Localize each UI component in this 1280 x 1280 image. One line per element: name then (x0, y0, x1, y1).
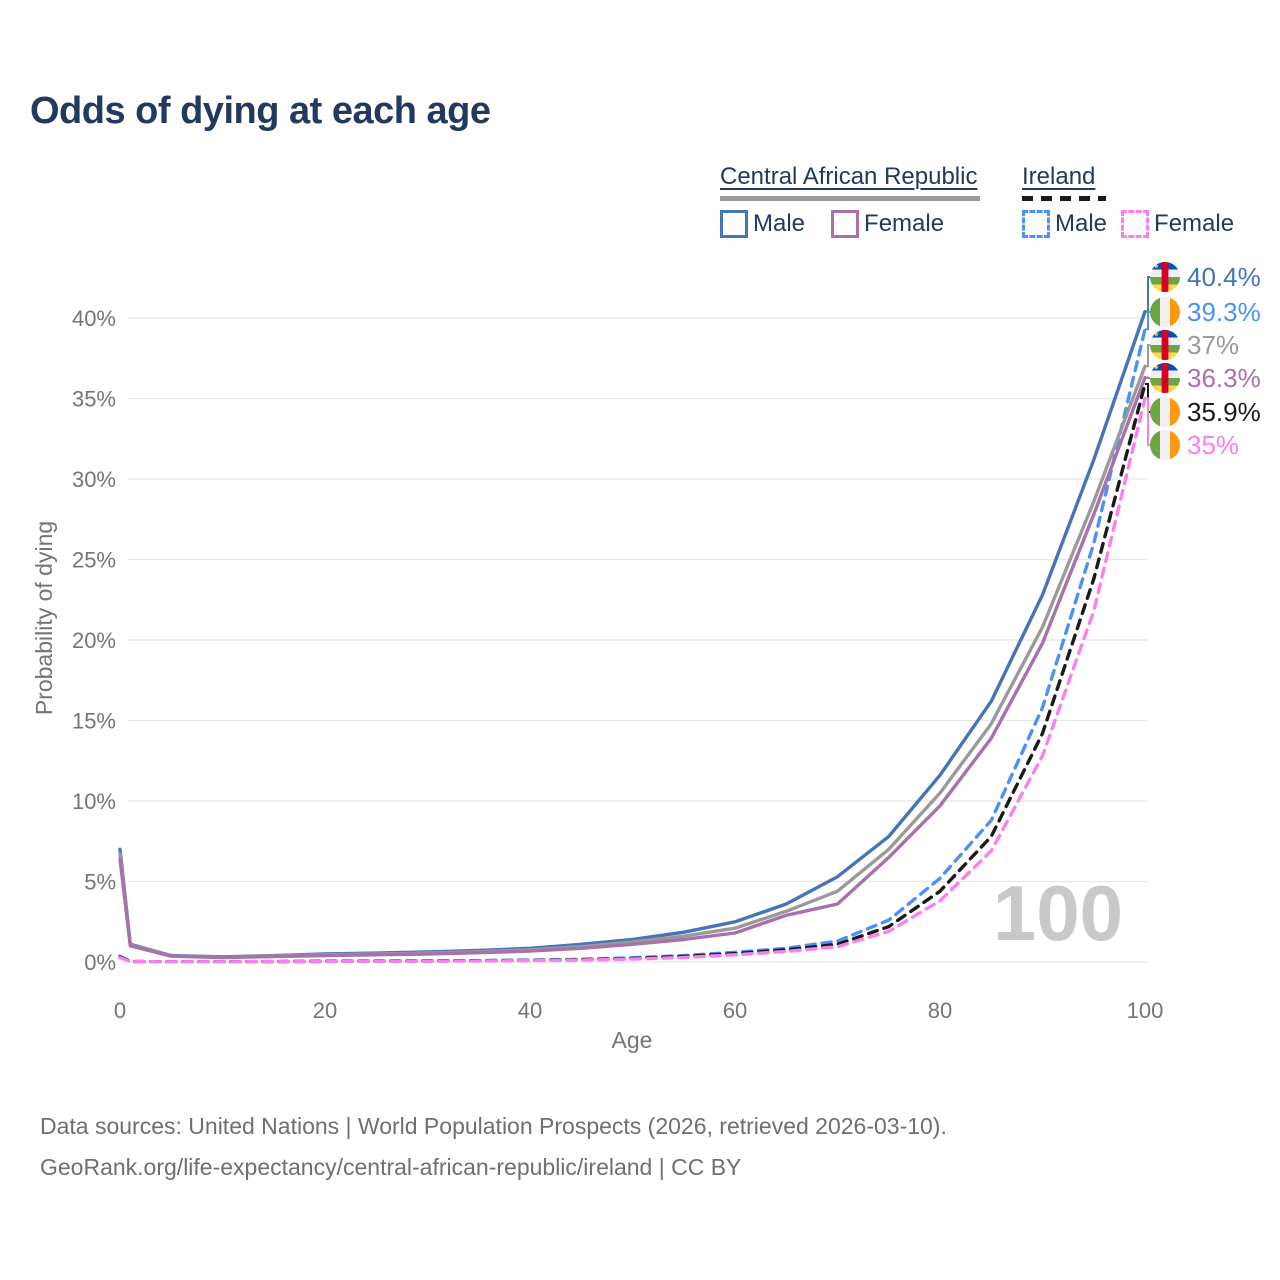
x-tick-label: 80 (928, 998, 952, 1023)
ireland-female-swatch[interactable] (1121, 209, 1150, 238)
end-label-car-male: 40.4% (1187, 262, 1261, 292)
end-label-ireland-male: 39.3% (1187, 297, 1261, 327)
ireland-flag-icon (1150, 297, 1180, 327)
end-label-flags (1150, 262, 1180, 460)
curve-ireland-both (118, 382, 1147, 964)
legend-group-central-african-republic: Central African Republic Male Female (720, 163, 980, 238)
car-male-label[interactable]: Male (753, 209, 806, 237)
x-tick-label: 100 (1127, 998, 1164, 1023)
x-tick-label: 0 (114, 998, 126, 1023)
car-line-style-sample (720, 196, 980, 201)
y-tick-label: 30% (72, 467, 116, 492)
source-line-2: GeoRank.org/life-expectancy/central-afri… (40, 1154, 742, 1180)
y-tick-label: 40% (72, 306, 116, 331)
gridlines (128, 317, 1148, 963)
x-axis-title: Age (612, 1027, 653, 1053)
curve-ireland-female (118, 396, 1147, 964)
curve-ireland-male (118, 327, 1147, 964)
x-tick-label: 60 (723, 998, 747, 1023)
leader-lines (1145, 276, 1152, 446)
y-tick-label: 25% (72, 548, 116, 573)
curve-car-female (118, 375, 1147, 960)
y-tick-label: 0% (84, 950, 116, 975)
ireland-male-label[interactable]: Male (1055, 209, 1108, 237)
central-african-republic-flag-icon (1150, 330, 1180, 360)
y-axis-title: Probability of dying (31, 521, 57, 715)
central-african-republic-flag-icon (1150, 262, 1180, 292)
legend-group-ireland: Ireland Male Female (1022, 163, 1234, 238)
y-tick-label: 10% (72, 789, 116, 814)
y-axis-tick-labels: 0% 5% 10% 15% 20% 25% 30% 35% 40% (72, 306, 116, 975)
car-male-swatch[interactable] (720, 209, 748, 238)
x-axis-tick-labels: 0 20 40 60 80 100 (114, 998, 1163, 1023)
source-attribution: Data sources: United Nations | World Pop… (40, 1106, 947, 1188)
central-african-republic-flag-icon (1150, 363, 1180, 393)
car-female-swatch[interactable] (831, 209, 860, 238)
end-label-ireland-female: 35% (1187, 430, 1239, 460)
car-female-label[interactable]: Female (864, 209, 945, 237)
curves (118, 309, 1147, 964)
end-label-car-female: 36.3% (1187, 363, 1261, 393)
x-tick-label: 40 (518, 998, 542, 1023)
ireland-flag-icon (1150, 430, 1180, 460)
end-label-car-both: 37% (1187, 330, 1239, 360)
source-line-1: Data sources: United Nations | World Pop… (40, 1113, 947, 1139)
ireland-female-label[interactable]: Female (1154, 209, 1235, 237)
ireland-line-style-sample (1022, 196, 1106, 201)
curve-car-both (118, 364, 1147, 959)
x-tick-label: 20 (313, 998, 337, 1023)
y-tick-label: 5% (84, 870, 116, 895)
curve-car-male (118, 309, 1147, 959)
leader-line-ireland-female (1145, 397, 1152, 446)
y-tick-label: 15% (72, 709, 116, 734)
y-tick-label: 20% (72, 628, 116, 653)
end-label-ireland-both: 35.9% (1187, 397, 1261, 427)
ireland-male-swatch[interactable] (1022, 209, 1050, 238)
page-title: Odds of dying at each age (30, 90, 491, 132)
y-tick-label: 35% (72, 387, 116, 412)
legend-header-central-african-republic[interactable]: Central African Republic (720, 163, 978, 190)
end-labels: 40.4% 39.3%37%36.3% 35.9%35% (1187, 262, 1261, 460)
legend-header-ireland[interactable]: Ireland (1022, 163, 1096, 190)
watermark-age-100: 100 (993, 869, 1123, 957)
ireland-flag-icon (1150, 397, 1180, 427)
